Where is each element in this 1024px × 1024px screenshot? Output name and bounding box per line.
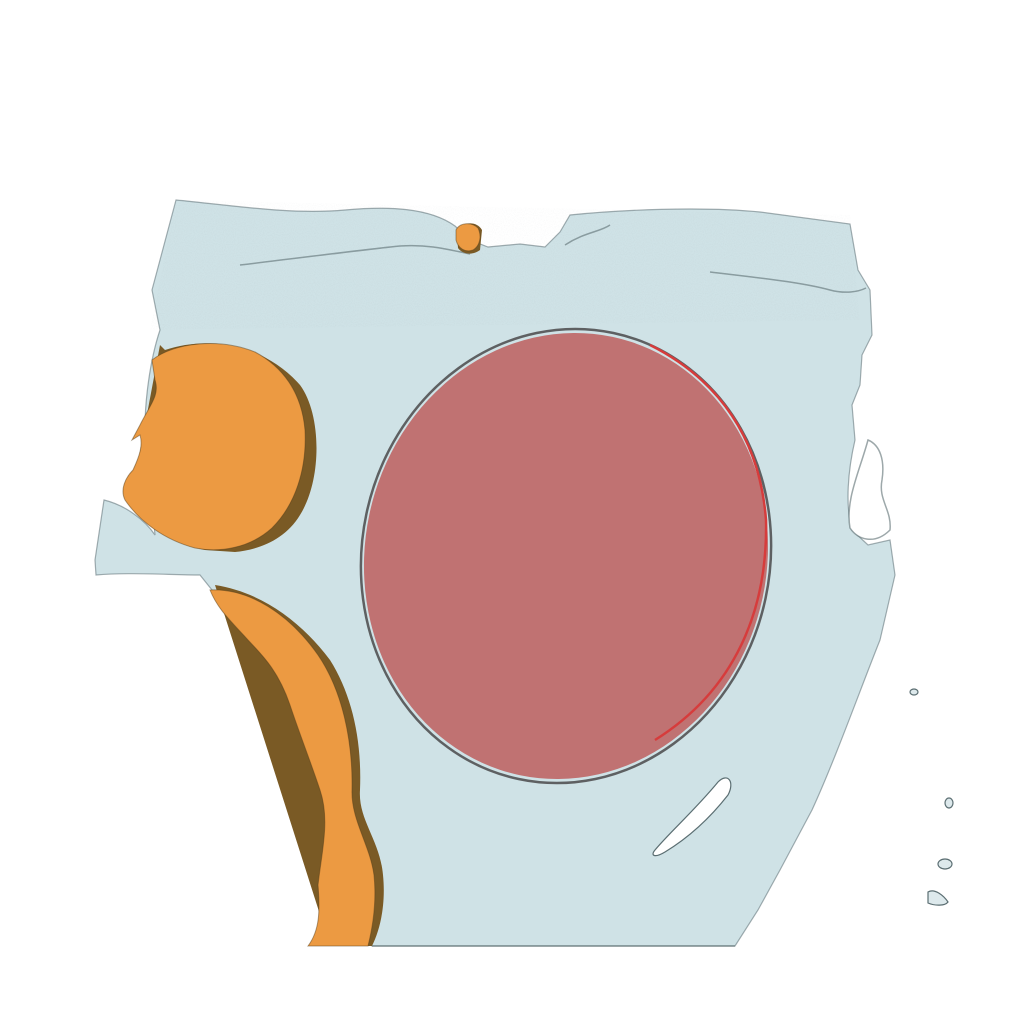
orange-top-nub	[455, 223, 482, 254]
tissue-surface-ridge	[239, 244, 471, 266]
orange-lower-left-band-body	[209, 589, 376, 947]
white-slit-hole	[652, 777, 732, 857]
right-edge-fragments	[909, 688, 954, 906]
tissue-right-cavity	[848, 438, 891, 540]
orange-upper-left-mass	[122, 343, 317, 552]
large-red-ellipse	[359, 327, 773, 785]
orange-upper-left-mass-body	[122, 343, 306, 551]
large-red-ellipse-body	[363, 332, 769, 780]
tissue-speckle-texture	[150, 200, 860, 330]
large-red-ellipse-outline	[359, 327, 773, 785]
fragment-2	[944, 797, 954, 809]
white-slit-hole-shape	[652, 777, 732, 857]
fragment-4	[927, 890, 949, 906]
orange-lower-left-band	[209, 585, 384, 947]
tissue-notch	[564, 224, 611, 246]
fragment-3	[937, 858, 953, 870]
orange-top-nub-body	[455, 223, 481, 252]
tissue-surface-ridge-right	[709, 271, 867, 293]
fragment-1	[909, 688, 919, 696]
large-red-ellipse-rim	[649, 343, 768, 742]
